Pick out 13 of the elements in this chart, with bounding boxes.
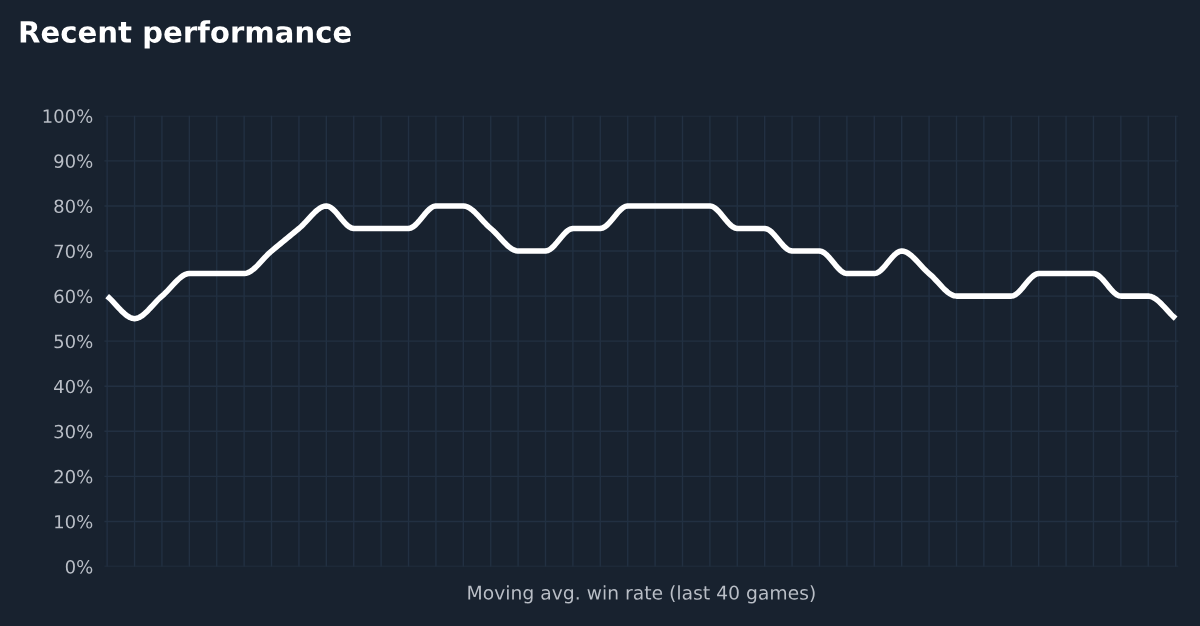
y-tick-label: 0% <box>65 559 93 574</box>
y-tick-label: 50% <box>54 334 93 349</box>
y-tick-label: 70% <box>54 244 93 259</box>
y-tick-label: 30% <box>54 424 93 439</box>
y-tick-label: 20% <box>54 469 93 484</box>
x-axis-title: Moving avg. win rate (last 40 games) <box>468 585 815 604</box>
y-tick-label: 90% <box>54 154 93 168</box>
y-tick-label: 100% <box>43 109 93 123</box>
y-tick-label: 10% <box>55 514 93 529</box>
y-tick-label: 60% <box>54 289 93 304</box>
y-tick-label: 40% <box>54 379 93 394</box>
chart-title: Recent performance <box>20 20 351 49</box>
y-tick-label: 80% <box>54 199 93 214</box>
